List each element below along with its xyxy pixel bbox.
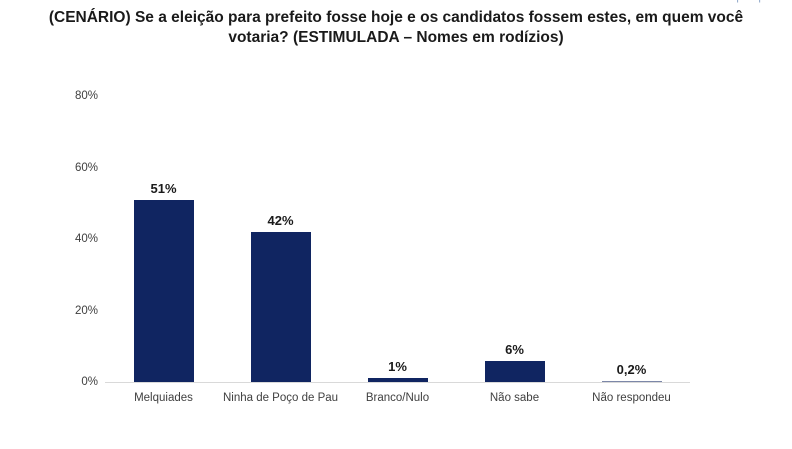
bar-chart: 0% 20% 40% 60% 80% 51% 42% 1% 6% 0,2% Melquiades…	[0, 70, 792, 449]
bar-value-label: 6%	[505, 341, 524, 357]
y-tick-label: 60%	[74, 161, 98, 174]
x-category-label: Não sabe	[489, 392, 540, 404]
y-tick-label: 20%	[74, 304, 98, 317]
plot-area: 51% 42% 1% 6% 0,2%	[105, 96, 690, 383]
bar-4	[601, 381, 662, 382]
bar-3	[484, 360, 545, 382]
bar-1	[250, 231, 311, 382]
x-category-label: Melquiades	[134, 392, 193, 404]
x-category-label: Não respondeu	[592, 392, 671, 404]
watermark-text: contrate a pesquisa	[682, 0, 782, 3]
x-axis-labels: Melquiades Ninha de Poço de Pau Branco/Nul…	[105, 383, 690, 406]
bar-value-label: 51%	[150, 180, 177, 196]
chart-title: (CENÁRIO) Se a eleição para prefeito fos…	[0, 8, 792, 48]
bar-value-label: 1%	[388, 359, 407, 375]
x-category-label: Branco/Nulo	[365, 392, 430, 404]
y-axis: 0% 20% 40% 60% 80%	[0, 70, 100, 390]
bar-0	[133, 199, 194, 382]
chart-title-text: (CENÁRIO) Se a eleição para prefeito fos…	[48, 9, 744, 46]
bar-value-label: 42%	[267, 212, 294, 228]
bar-2	[367, 378, 428, 382]
x-category-label: Ninha de Poço de Pau	[222, 392, 339, 404]
bar-value-label: 0,2%	[616, 362, 647, 377]
y-tick-label: 40%	[74, 233, 98, 245]
y-tick-label: 0%	[81, 376, 98, 388]
y-tick-label: 80%	[74, 90, 98, 102]
